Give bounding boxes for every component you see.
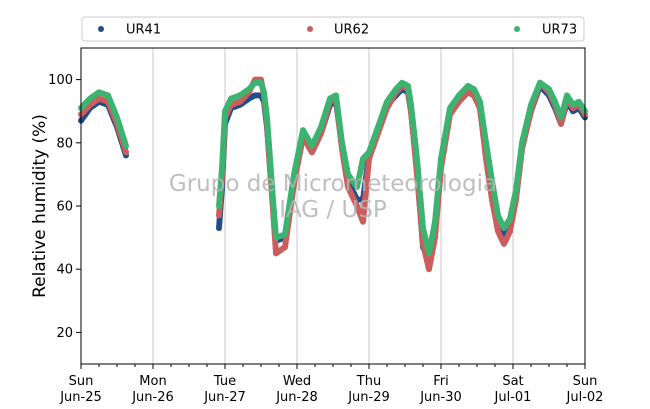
- x-tick-day: Sun: [69, 374, 94, 389]
- x-tick-day: Tue: [213, 374, 236, 389]
- legend-marker-ur73: [514, 26, 520, 32]
- legend-label-ur41: UR41: [126, 23, 161, 38]
- x-tick-date: Jul-01: [494, 390, 532, 405]
- y-axis: 20 40 60 80 100: [48, 73, 81, 341]
- data-point: [123, 149, 129, 156]
- legend-label-ur73: UR73: [542, 23, 577, 38]
- x-tick-day: Fri: [433, 374, 449, 389]
- y-tick-label: 20: [56, 326, 73, 341]
- x-tick-date: Jun-28: [275, 390, 318, 405]
- x-axis: SunJun-25MonJun-26TueJun-27WedJun-28ThuJ…: [59, 364, 603, 405]
- y-tick-label: 40: [56, 263, 73, 278]
- legend-marker-ur41: [98, 26, 104, 32]
- x-tick-day: Sun: [573, 374, 598, 389]
- x-tick-day: Mon: [139, 374, 166, 389]
- data-point: [123, 142, 129, 149]
- x-tick-day: Thu: [356, 374, 381, 389]
- y-axis-label: Relative humidity (%): [30, 114, 50, 298]
- legend-box: [81, 16, 585, 42]
- y-tick-label: 80: [56, 136, 73, 151]
- x-tick-date: Jul-02: [566, 390, 604, 405]
- legend: UR41 UR62 UR73: [81, 16, 585, 42]
- x-tick-date: Jun-30: [419, 390, 462, 405]
- data-points: [78, 76, 588, 273]
- x-tick-day: Wed: [283, 374, 311, 389]
- watermark-line-2: IAG / USP: [279, 197, 387, 223]
- x-tick-date: Jun-27: [203, 390, 246, 405]
- series-ur73: [78, 79, 588, 257]
- y-tick-label: 100: [48, 73, 73, 88]
- x-tick-date: Jun-26: [131, 390, 174, 405]
- x-tick-date: Jun-25: [59, 390, 102, 405]
- watermark: Grupo de Micrometeorologia IAG / USP: [169, 171, 497, 223]
- legend-label-ur62: UR62: [334, 23, 369, 38]
- x-tick-date: Jun-29: [347, 390, 390, 405]
- legend-marker-ur62: [307, 26, 313, 32]
- y-tick-label: 60: [56, 200, 73, 215]
- x-tick-day: Sat: [502, 374, 523, 389]
- watermark-line-1: Grupo de Micrometeorologia: [169, 171, 497, 197]
